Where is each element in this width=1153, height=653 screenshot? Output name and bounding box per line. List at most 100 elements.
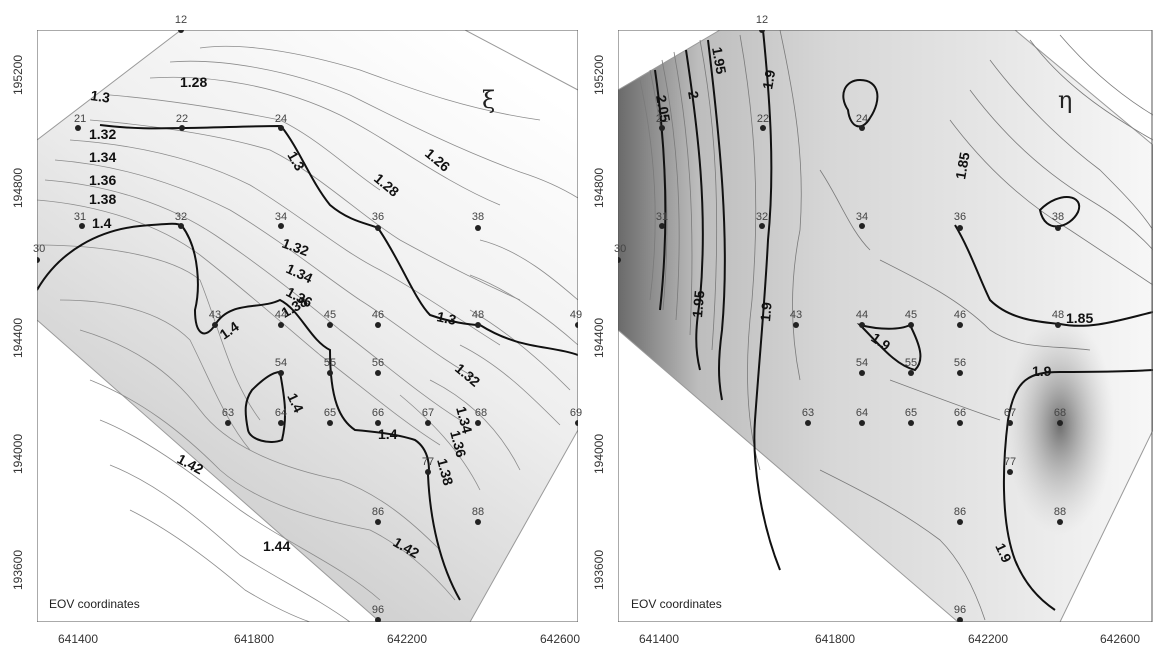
x-tick-label: 642200 <box>968 632 1008 646</box>
contour-label: 1.28 <box>180 74 207 90</box>
eta-map-symbol: η <box>1058 86 1072 114</box>
station-label: 68 <box>475 407 487 419</box>
station-label: 66 <box>954 407 966 419</box>
station-label: 66 <box>372 407 384 419</box>
contour-label: 1.34 <box>453 405 476 436</box>
contour-label: 1.9 <box>757 301 775 322</box>
y-tick-label: 195200 <box>592 55 606 95</box>
contour-label: 1.34 <box>89 149 116 165</box>
station-label: 65 <box>905 407 917 419</box>
eta-map-panel: 12 21 22 24 30 31 32 34 36 38 43 44 45 4… <box>592 14 1153 646</box>
contour-label: 1.4 <box>284 391 307 416</box>
station-label: 56 <box>954 357 966 369</box>
y-tick-label: 194800 <box>592 168 606 208</box>
xi-map-panel: 12 21 22 24 30 31 32 34 36 38 43 44 45 4… <box>11 14 582 646</box>
contour-label: 1.9 <box>992 541 1015 566</box>
station-label: 63 <box>802 407 814 419</box>
x-tick-label: 642600 <box>1100 632 1140 646</box>
x-tick-label: 641800 <box>234 632 274 646</box>
y-tick-label: 193600 <box>11 550 25 590</box>
contour-label: 1.4 <box>378 426 398 442</box>
station-label: 30 <box>33 243 45 255</box>
station-label: 63 <box>222 407 234 419</box>
x-tick-label: 641400 <box>58 632 98 646</box>
contour-label: 1.38 <box>434 457 457 488</box>
station-label: 34 <box>275 211 287 223</box>
station-label: 96 <box>954 604 966 616</box>
station-label: 45 <box>324 309 336 321</box>
station-label: 45 <box>905 309 917 321</box>
contour-label: 1.95 <box>709 46 730 76</box>
station-label: 64 <box>856 407 868 419</box>
station-label: 36 <box>372 211 384 223</box>
contour-label: 1.9 <box>1032 363 1052 379</box>
station-label: 96 <box>372 604 384 616</box>
station-label: 38 <box>1052 211 1064 223</box>
station-label: 12 <box>756 14 768 26</box>
station-label: 24 <box>275 113 287 125</box>
station-label: 21 <box>74 113 86 125</box>
station-label: 31 <box>656 211 668 223</box>
station-label: 55 <box>324 357 336 369</box>
station-label: 22 <box>757 113 769 125</box>
eta-station-labels: 12 21 22 24 30 31 32 34 36 38 43 44 45 4… <box>614 14 1066 616</box>
y-tick-label: 193600 <box>592 550 606 590</box>
station-label: 46 <box>954 309 966 321</box>
station-label: 67 <box>422 407 434 419</box>
y-tick-label: 195200 <box>11 55 25 95</box>
station-label: 44 <box>275 309 287 321</box>
contour-label: 1.85 <box>952 151 973 181</box>
eta-contour-lines <box>639 30 1153 621</box>
y-tick-label: 194400 <box>592 318 606 358</box>
station-label: 38 <box>472 211 484 223</box>
xi-x-tick-labels: 641400 641800 642200 642600 <box>58 632 580 646</box>
y-tick-label: 194000 <box>11 434 25 474</box>
eta-y-tick-labels: 195200 194800 194400 194000 193600 <box>592 55 606 590</box>
station-label: 56 <box>372 357 384 369</box>
station-label: 30 <box>614 243 626 255</box>
station-label: 22 <box>176 113 188 125</box>
eta-x-tick-labels: 641400 641800 642200 642600 <box>639 632 1140 646</box>
contour-label: 1.38 <box>89 191 116 207</box>
contour-label: 2.05 <box>653 94 674 124</box>
station-label: 86 <box>372 506 384 518</box>
contour-label: 2 <box>685 90 702 101</box>
station-label: 36 <box>954 211 966 223</box>
xi-stations <box>37 30 578 622</box>
contour-label: 1.44 <box>263 538 290 554</box>
station-label: 69 <box>570 407 582 419</box>
station-label: 32 <box>175 211 187 223</box>
y-tick-label: 194800 <box>11 168 25 208</box>
contour-label: 1.95 <box>689 290 707 319</box>
xi-coordinate-note: EOV coordinates <box>49 597 140 611</box>
station-label: 21 <box>656 113 668 125</box>
station-label: 86 <box>954 506 966 518</box>
station-label: 88 <box>472 506 484 518</box>
station-label: 43 <box>209 309 221 321</box>
y-tick-label: 194400 <box>11 318 25 358</box>
station-label: 55 <box>905 357 917 369</box>
station-label: 67 <box>1004 407 1016 419</box>
contour-label: 1.36 <box>89 172 116 188</box>
station-label: 88 <box>1054 506 1066 518</box>
xi-station-labels: 12 21 22 24 30 31 32 34 36 38 43 44 45 4… <box>33 14 582 616</box>
station-label: 34 <box>856 211 868 223</box>
station-label: 46 <box>372 309 384 321</box>
contour-label: 1.9 <box>759 68 778 90</box>
station-label: 77 <box>422 456 434 468</box>
eta-major-contours <box>654 30 1153 611</box>
station-label: 44 <box>856 309 868 321</box>
xi-map-symbol: ξ <box>482 86 495 114</box>
station-label: 12 <box>175 14 187 26</box>
contour-label: 1.85 <box>1066 310 1093 326</box>
xi-y-tick-labels: 195200 194800 194400 194000 193600 <box>11 55 25 590</box>
station-label: 64 <box>275 407 287 419</box>
station-label: 68 <box>1054 407 1066 419</box>
station-label: 49 <box>570 309 582 321</box>
x-tick-label: 641400 <box>639 632 679 646</box>
x-tick-label: 642200 <box>387 632 427 646</box>
contour-label: 1.36 <box>447 429 470 460</box>
station-label: 24 <box>856 113 868 125</box>
station-label: 65 <box>324 407 336 419</box>
